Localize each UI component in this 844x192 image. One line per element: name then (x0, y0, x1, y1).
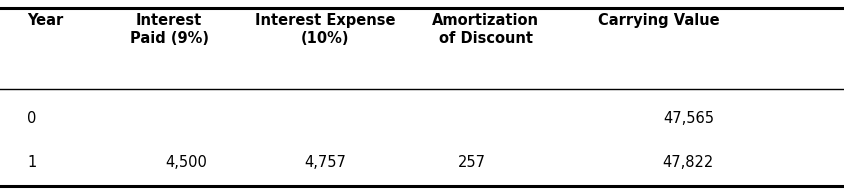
Text: Interest Expense
(10%): Interest Expense (10%) (255, 13, 395, 46)
Text: Year: Year (27, 13, 63, 28)
Text: 1: 1 (27, 155, 36, 170)
Text: 257: 257 (457, 155, 485, 170)
Text: Interest
Paid (9%): Interest Paid (9%) (129, 13, 208, 46)
Text: 0: 0 (27, 111, 36, 126)
Text: 4,500: 4,500 (165, 155, 207, 170)
Text: Amortization
of Discount: Amortization of Discount (432, 13, 538, 46)
Text: 47,565: 47,565 (663, 111, 713, 126)
Text: 47,822: 47,822 (662, 155, 713, 170)
Text: 4,757: 4,757 (304, 155, 346, 170)
Text: Carrying Value: Carrying Value (598, 13, 719, 28)
